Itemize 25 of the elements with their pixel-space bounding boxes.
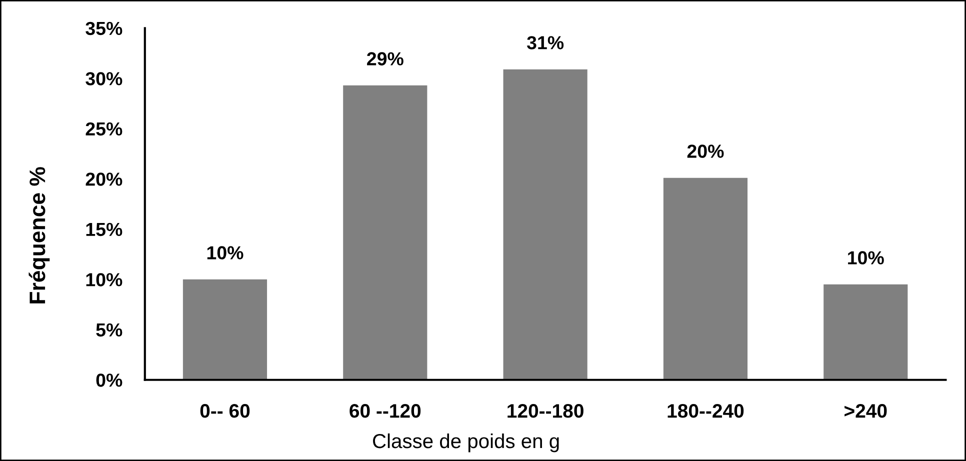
x-axis-title: Classe de poids en g	[373, 433, 559, 452]
bar	[343, 85, 428, 380]
x-tick-label: 0-- 60	[200, 404, 250, 418]
data-label: 31%	[526, 36, 564, 50]
y-tick-label: 30%	[86, 72, 122, 86]
bar	[824, 284, 908, 380]
bar	[182, 279, 268, 380]
y-axis-title: Fréquence %	[28, 167, 50, 304]
x-tick-label: 60 --120	[350, 404, 421, 418]
x-tick-label: 180--240	[668, 404, 744, 418]
y-tick-label: 10%	[86, 273, 122, 286]
bar	[503, 69, 588, 380]
y-tick-label: 20%	[86, 172, 122, 186]
x-tick-label: 120--180	[508, 404, 584, 418]
y-tick-label: 5%	[96, 323, 122, 337]
data-label: 10%	[207, 246, 244, 260]
data-label: 10%	[848, 251, 884, 264]
x-tick-label: >240	[844, 404, 887, 418]
data-label: 20%	[687, 144, 724, 158]
y-tick-label: 25%	[86, 122, 122, 136]
bar	[663, 178, 748, 380]
y-tick-label: 15%	[86, 222, 122, 236]
data-label: 29%	[367, 52, 404, 66]
y-tick-label: 35%	[86, 22, 122, 36]
y-tick-label: 0%	[96, 374, 122, 387]
